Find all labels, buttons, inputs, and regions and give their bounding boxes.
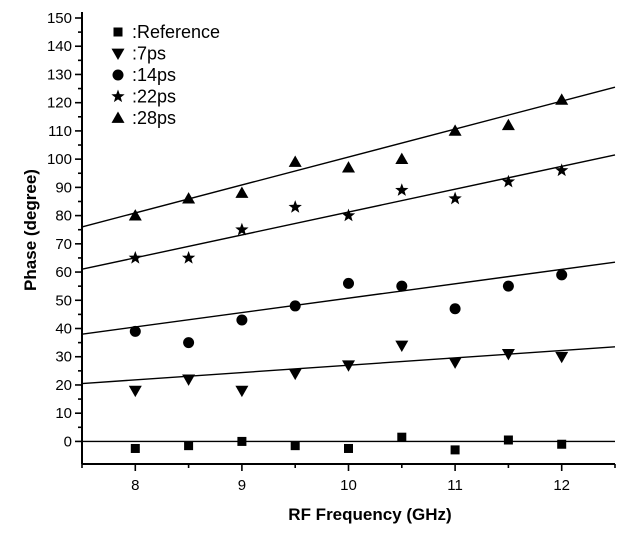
data-point bbox=[128, 385, 142, 398]
y-tick-label: 0 bbox=[64, 433, 72, 450]
data-point bbox=[182, 192, 196, 204]
data-point bbox=[288, 155, 302, 167]
data-point bbox=[448, 124, 462, 136]
data-point bbox=[501, 174, 516, 188]
data-point bbox=[129, 325, 141, 337]
data-point bbox=[397, 432, 407, 442]
data-point bbox=[130, 443, 140, 453]
y-tick-label: 20 bbox=[55, 377, 72, 394]
data-point bbox=[342, 161, 355, 173]
data-point bbox=[237, 436, 247, 446]
y-tick-label: 50 bbox=[55, 292, 72, 309]
data-point bbox=[181, 250, 196, 264]
y-axis-title: Phase (degree) bbox=[21, 169, 40, 291]
data-point bbox=[235, 385, 249, 398]
axes: 0 10 20 30 40 50 60 70 80 90 100 110 120 130 140 150 8 9 1… bbox=[47, 10, 616, 494]
y-tick-label: 60 bbox=[55, 264, 72, 281]
data-point bbox=[555, 163, 569, 177]
legend-marker bbox=[112, 69, 124, 81]
data-point bbox=[448, 357, 462, 369]
y-tick-label: 130 bbox=[47, 66, 72, 83]
y-tick-label: 40 bbox=[55, 321, 72, 338]
data-point bbox=[343, 277, 354, 289]
data-point bbox=[501, 349, 515, 361]
fit-lines bbox=[81, 86, 616, 443]
legend: :Reference:7ps:14ps:22ps:28ps bbox=[111, 22, 220, 128]
data-point bbox=[503, 435, 513, 445]
data-point bbox=[395, 152, 409, 165]
y-tick-label: 110 bbox=[48, 123, 72, 140]
data-point bbox=[128, 250, 142, 264]
legend-marker bbox=[111, 48, 125, 60]
y-tick-label: 140 bbox=[47, 38, 72, 55]
x-tick-label: 9 bbox=[238, 477, 246, 494]
data-point bbox=[344, 443, 353, 453]
data-point bbox=[448, 191, 462, 205]
y-tick-label: 90 bbox=[55, 179, 72, 196]
data-point bbox=[235, 222, 249, 236]
y-tick-label: 70 bbox=[55, 236, 72, 253]
data-point bbox=[288, 200, 302, 213]
fit-line-5 bbox=[81, 86, 616, 228]
x-tick-label: 12 bbox=[553, 477, 570, 494]
data-point bbox=[182, 374, 196, 386]
legend-label: :Reference bbox=[132, 22, 220, 42]
data-point bbox=[184, 441, 194, 451]
legend-label: :28ps bbox=[132, 108, 176, 128]
legend-label: :14ps bbox=[132, 65, 176, 85]
data-point bbox=[556, 269, 568, 281]
data-point bbox=[396, 280, 408, 292]
fit-line-3 bbox=[81, 261, 616, 335]
data-point bbox=[555, 93, 569, 105]
y-tick-label: 120 bbox=[47, 95, 72, 112]
data-point bbox=[290, 441, 300, 451]
data-point bbox=[502, 280, 514, 292]
legend-label: :22ps bbox=[132, 87, 176, 107]
data-point bbox=[395, 340, 409, 352]
data-point bbox=[557, 439, 567, 449]
data-point bbox=[288, 368, 302, 381]
y-tick-label: 30 bbox=[55, 349, 72, 366]
x-axis-title: RF Frequency (GHz) bbox=[288, 505, 451, 524]
x-tick-label: 8 bbox=[131, 477, 139, 494]
y-tick-label: 10 bbox=[55, 405, 72, 422]
data-point bbox=[555, 351, 569, 364]
data-point bbox=[395, 183, 409, 196]
y-tick-label: 150 bbox=[47, 10, 72, 27]
data-point bbox=[341, 208, 356, 222]
data-point bbox=[342, 360, 355, 372]
data-point bbox=[235, 186, 249, 198]
x-tick-label: 11 bbox=[447, 477, 463, 494]
legend-label: :7ps bbox=[132, 44, 166, 64]
data-point bbox=[449, 303, 461, 315]
legend-marker bbox=[113, 27, 123, 37]
x-tick-label: 10 bbox=[340, 477, 357, 494]
data-point bbox=[501, 118, 515, 131]
legend-marker bbox=[111, 111, 125, 123]
legend-marker bbox=[111, 89, 125, 103]
y-tick-label: 100 bbox=[47, 151, 72, 168]
data-points bbox=[128, 93, 569, 455]
data-point bbox=[236, 314, 248, 326]
data-point bbox=[450, 445, 460, 455]
data-point bbox=[289, 300, 301, 312]
data-point bbox=[128, 209, 142, 221]
y-tick-label: 80 bbox=[55, 208, 72, 225]
data-point bbox=[183, 337, 195, 349]
